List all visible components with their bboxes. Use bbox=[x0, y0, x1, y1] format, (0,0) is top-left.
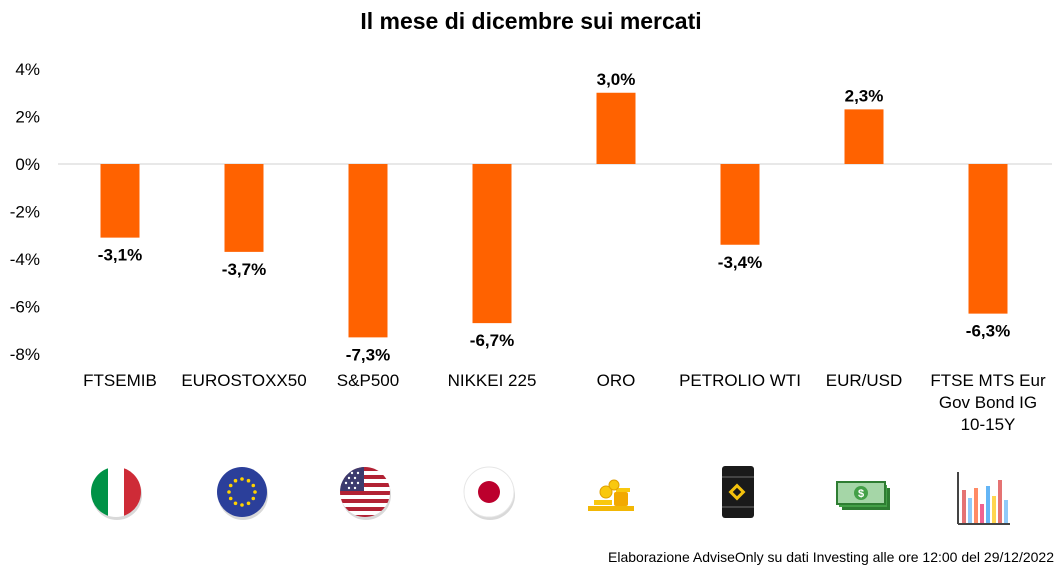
data-label: -7,3% bbox=[346, 345, 390, 364]
data-label: 2,3% bbox=[845, 86, 884, 105]
oil-barrel-icon bbox=[709, 462, 769, 522]
y-tick-label: 2% bbox=[15, 108, 40, 127]
bar bbox=[472, 164, 512, 324]
italy-flag-icon bbox=[86, 462, 146, 522]
gold-coins-icon bbox=[584, 462, 644, 522]
x-tick-label: EUR/USD bbox=[826, 371, 903, 390]
data-label: -3,4% bbox=[718, 253, 762, 272]
y-tick-label: -2% bbox=[10, 203, 40, 222]
bar bbox=[720, 164, 760, 245]
data-label: 3,0% bbox=[597, 70, 636, 89]
bar bbox=[348, 164, 388, 338]
y-tick-label: -8% bbox=[10, 345, 40, 364]
x-tick-label: Gov Bond IG bbox=[939, 393, 1037, 412]
x-tick-label: ORO bbox=[597, 371, 636, 390]
data-label: -3,7% bbox=[222, 260, 266, 279]
bar bbox=[968, 164, 1008, 314]
bar bbox=[100, 164, 140, 238]
bar-chart: 4% 2% 0% -2% -4% -6% -8% -3,1% FTSEMIB -3,7% EUROS… bbox=[10, 60, 1052, 434]
x-tick-label: PETROLIO WTI bbox=[679, 371, 801, 390]
x-tick-label: S&P500 bbox=[337, 371, 399, 390]
data-label: -6,7% bbox=[470, 331, 514, 350]
chart-title: Il mese di dicembre sui mercati bbox=[360, 8, 702, 34]
japan-flag-icon bbox=[459, 462, 519, 522]
svg-text:$: $ bbox=[858, 488, 864, 500]
dollar-banknotes-icon: $ bbox=[834, 462, 894, 522]
y-tick-label: 0% bbox=[15, 155, 40, 174]
bond-bar-chart-icon bbox=[952, 468, 1012, 528]
y-tick-label: -4% bbox=[10, 250, 40, 269]
usa-flag-icon bbox=[335, 462, 395, 522]
y-tick-label: -6% bbox=[10, 298, 40, 317]
x-tick-label: EUROSTOXX50 bbox=[181, 371, 306, 390]
bar bbox=[224, 164, 264, 252]
bar bbox=[596, 92, 636, 164]
x-tick-label: FTSE MTS Eur bbox=[930, 371, 1046, 390]
data-label: -3,1% bbox=[98, 246, 142, 265]
x-tick-label: FTSEMIB bbox=[83, 371, 157, 390]
eu-flag-icon bbox=[212, 462, 272, 522]
y-tick-label: 4% bbox=[15, 60, 40, 79]
bar bbox=[844, 109, 884, 164]
source-note: Elaborazione AdviseOnly su dati Investin… bbox=[608, 549, 1054, 565]
data-label: -6,3% bbox=[966, 322, 1010, 341]
x-tick-label: NIKKEI 225 bbox=[448, 371, 537, 390]
x-tick-label: 10-15Y bbox=[961, 415, 1016, 434]
